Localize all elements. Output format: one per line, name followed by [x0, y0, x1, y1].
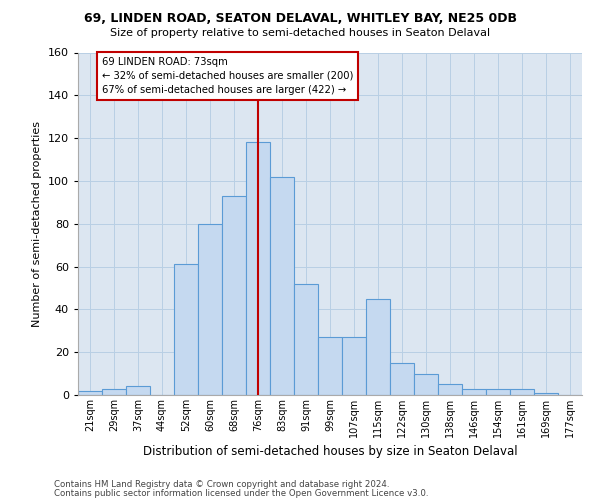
Bar [270, 176, 294, 395]
Bar [462, 388, 486, 395]
Bar [78, 390, 102, 395]
Bar [294, 284, 318, 395]
Bar [342, 337, 366, 395]
Text: Contains HM Land Registry data © Crown copyright and database right 2024.: Contains HM Land Registry data © Crown c… [54, 480, 389, 489]
Bar [438, 384, 462, 395]
Bar [534, 393, 558, 395]
Bar [486, 388, 510, 395]
X-axis label: Distribution of semi-detached houses by size in Seaton Delaval: Distribution of semi-detached houses by … [143, 446, 517, 458]
Bar [246, 142, 270, 395]
Y-axis label: Number of semi-detached properties: Number of semi-detached properties [32, 120, 42, 327]
Text: Size of property relative to semi-detached houses in Seaton Delaval: Size of property relative to semi-detach… [110, 28, 490, 38]
Bar [510, 388, 534, 395]
Text: 69, LINDEN ROAD, SEATON DELAVAL, WHITLEY BAY, NE25 0DB: 69, LINDEN ROAD, SEATON DELAVAL, WHITLEY… [83, 12, 517, 26]
Bar [318, 337, 342, 395]
Bar [198, 224, 222, 395]
Bar [126, 386, 150, 395]
Text: Contains public sector information licensed under the Open Government Licence v3: Contains public sector information licen… [54, 488, 428, 498]
Bar [222, 196, 246, 395]
Bar [390, 363, 414, 395]
Bar [102, 388, 126, 395]
Bar [366, 298, 390, 395]
Text: 69 LINDEN ROAD: 73sqm
← 32% of semi-detached houses are smaller (200)
67% of sem: 69 LINDEN ROAD: 73sqm ← 32% of semi-deta… [102, 57, 353, 95]
Bar [414, 374, 438, 395]
Bar [174, 264, 198, 395]
